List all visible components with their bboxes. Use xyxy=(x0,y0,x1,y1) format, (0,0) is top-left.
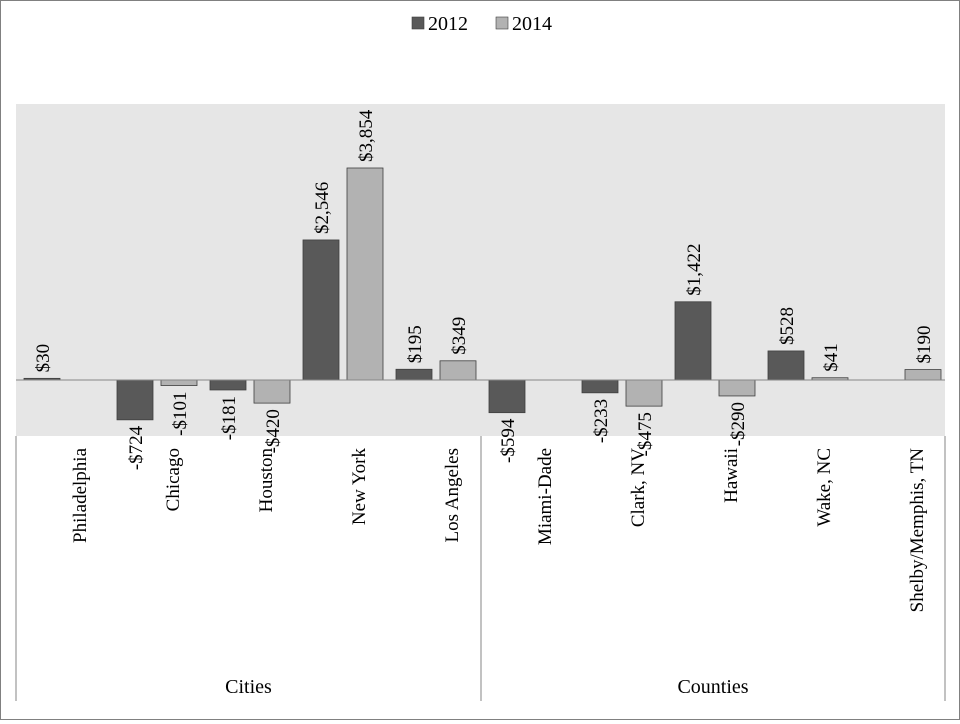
group-label-cities: Cities xyxy=(225,676,272,698)
legend-label-2014: 2014 xyxy=(512,13,552,35)
data-label-philadelphia-2012: $30 xyxy=(33,344,54,373)
data-label-houston-2014: -$420 xyxy=(263,409,284,453)
bar-new-york-2014 xyxy=(346,167,384,381)
bar-clark-nv-2012 xyxy=(581,379,619,394)
category-label-philadelphia: Philadelphia xyxy=(70,447,91,543)
category-label-wake-nc: Wake, NC xyxy=(814,448,835,527)
group-label-counties: Counties xyxy=(677,676,748,698)
bar-hawaii-2014 xyxy=(718,379,756,397)
data-label-new-york-2012: $2,546 xyxy=(312,182,333,234)
category-label-houston: Houston xyxy=(256,448,277,513)
category-label-clark-nv: Clark, NV xyxy=(628,448,649,527)
category-label-chicago: Chicago xyxy=(163,448,184,511)
data-label-los-angeles-2014: $349 xyxy=(449,317,470,355)
data-label-wake-nc-2014: $41 xyxy=(821,343,842,372)
data-label-hawaii-2012: $1,422 xyxy=(684,244,705,296)
bar-los-angeles-2014 xyxy=(439,360,477,381)
category-axis: Philadelphia Chicago Houston New York Los An… xyxy=(15,436,946,701)
bars-layer xyxy=(23,167,942,421)
data-label-houston-2012: -$181 xyxy=(219,396,240,440)
data-label-wake-nc-2012: $528 xyxy=(777,307,798,345)
plot-area xyxy=(16,104,945,436)
bar-chicago-2012 xyxy=(116,379,154,421)
bar-houston-2014 xyxy=(253,379,291,404)
data-label-shelby-memphis-tn-2014: $190 xyxy=(914,326,935,364)
bar-miami-dade-2012 xyxy=(488,379,526,414)
bar-new-york-2012 xyxy=(302,239,340,381)
legend-label-2012: 2012 xyxy=(428,13,468,35)
data-label-chicago-2014: -$101 xyxy=(170,392,191,436)
bar-shelby-memphis-tn-2014 xyxy=(904,369,942,381)
legend-swatch-2014 xyxy=(495,16,509,30)
bar-chicago-2014 xyxy=(160,379,198,386)
data-label-clark-nv-2014: -$475 xyxy=(635,412,656,456)
category-label-new-york: New York xyxy=(349,448,370,526)
data-label-new-york-2014: $3,854 xyxy=(356,109,377,162)
data-label-los-angeles-2012: $195 xyxy=(405,325,426,363)
category-label-los-angeles: Los Angeles xyxy=(442,448,463,542)
bar-los-angeles-2012 xyxy=(395,368,433,381)
legend: 2012 2014 xyxy=(411,13,552,35)
data-label-hawaii-2014: -$290 xyxy=(728,402,749,446)
bar-wake-nc-2012 xyxy=(767,350,805,381)
bar-houston-2012 xyxy=(209,379,247,391)
data-label-miami-dade-2012: -$594 xyxy=(498,418,519,463)
data-label-chicago-2012: -$724 xyxy=(126,425,147,470)
legend-swatch-2012 xyxy=(411,16,425,30)
category-label-shelby-memphis-tn: Shelby/Memphis, TN xyxy=(907,448,928,613)
data-labels-layer: $30 -$724 -$101 -$181 -$420 $2,546 $3,854 $195 $… xyxy=(33,109,935,470)
bar-clark-nv-2014 xyxy=(625,379,663,407)
data-label-clark-nv-2012: -$233 xyxy=(591,399,612,443)
category-label-hawaii: Hawaii xyxy=(721,448,742,503)
category-label-miami-dade: Miami-Dade xyxy=(535,448,556,545)
bar-hawaii-2012 xyxy=(674,301,712,381)
